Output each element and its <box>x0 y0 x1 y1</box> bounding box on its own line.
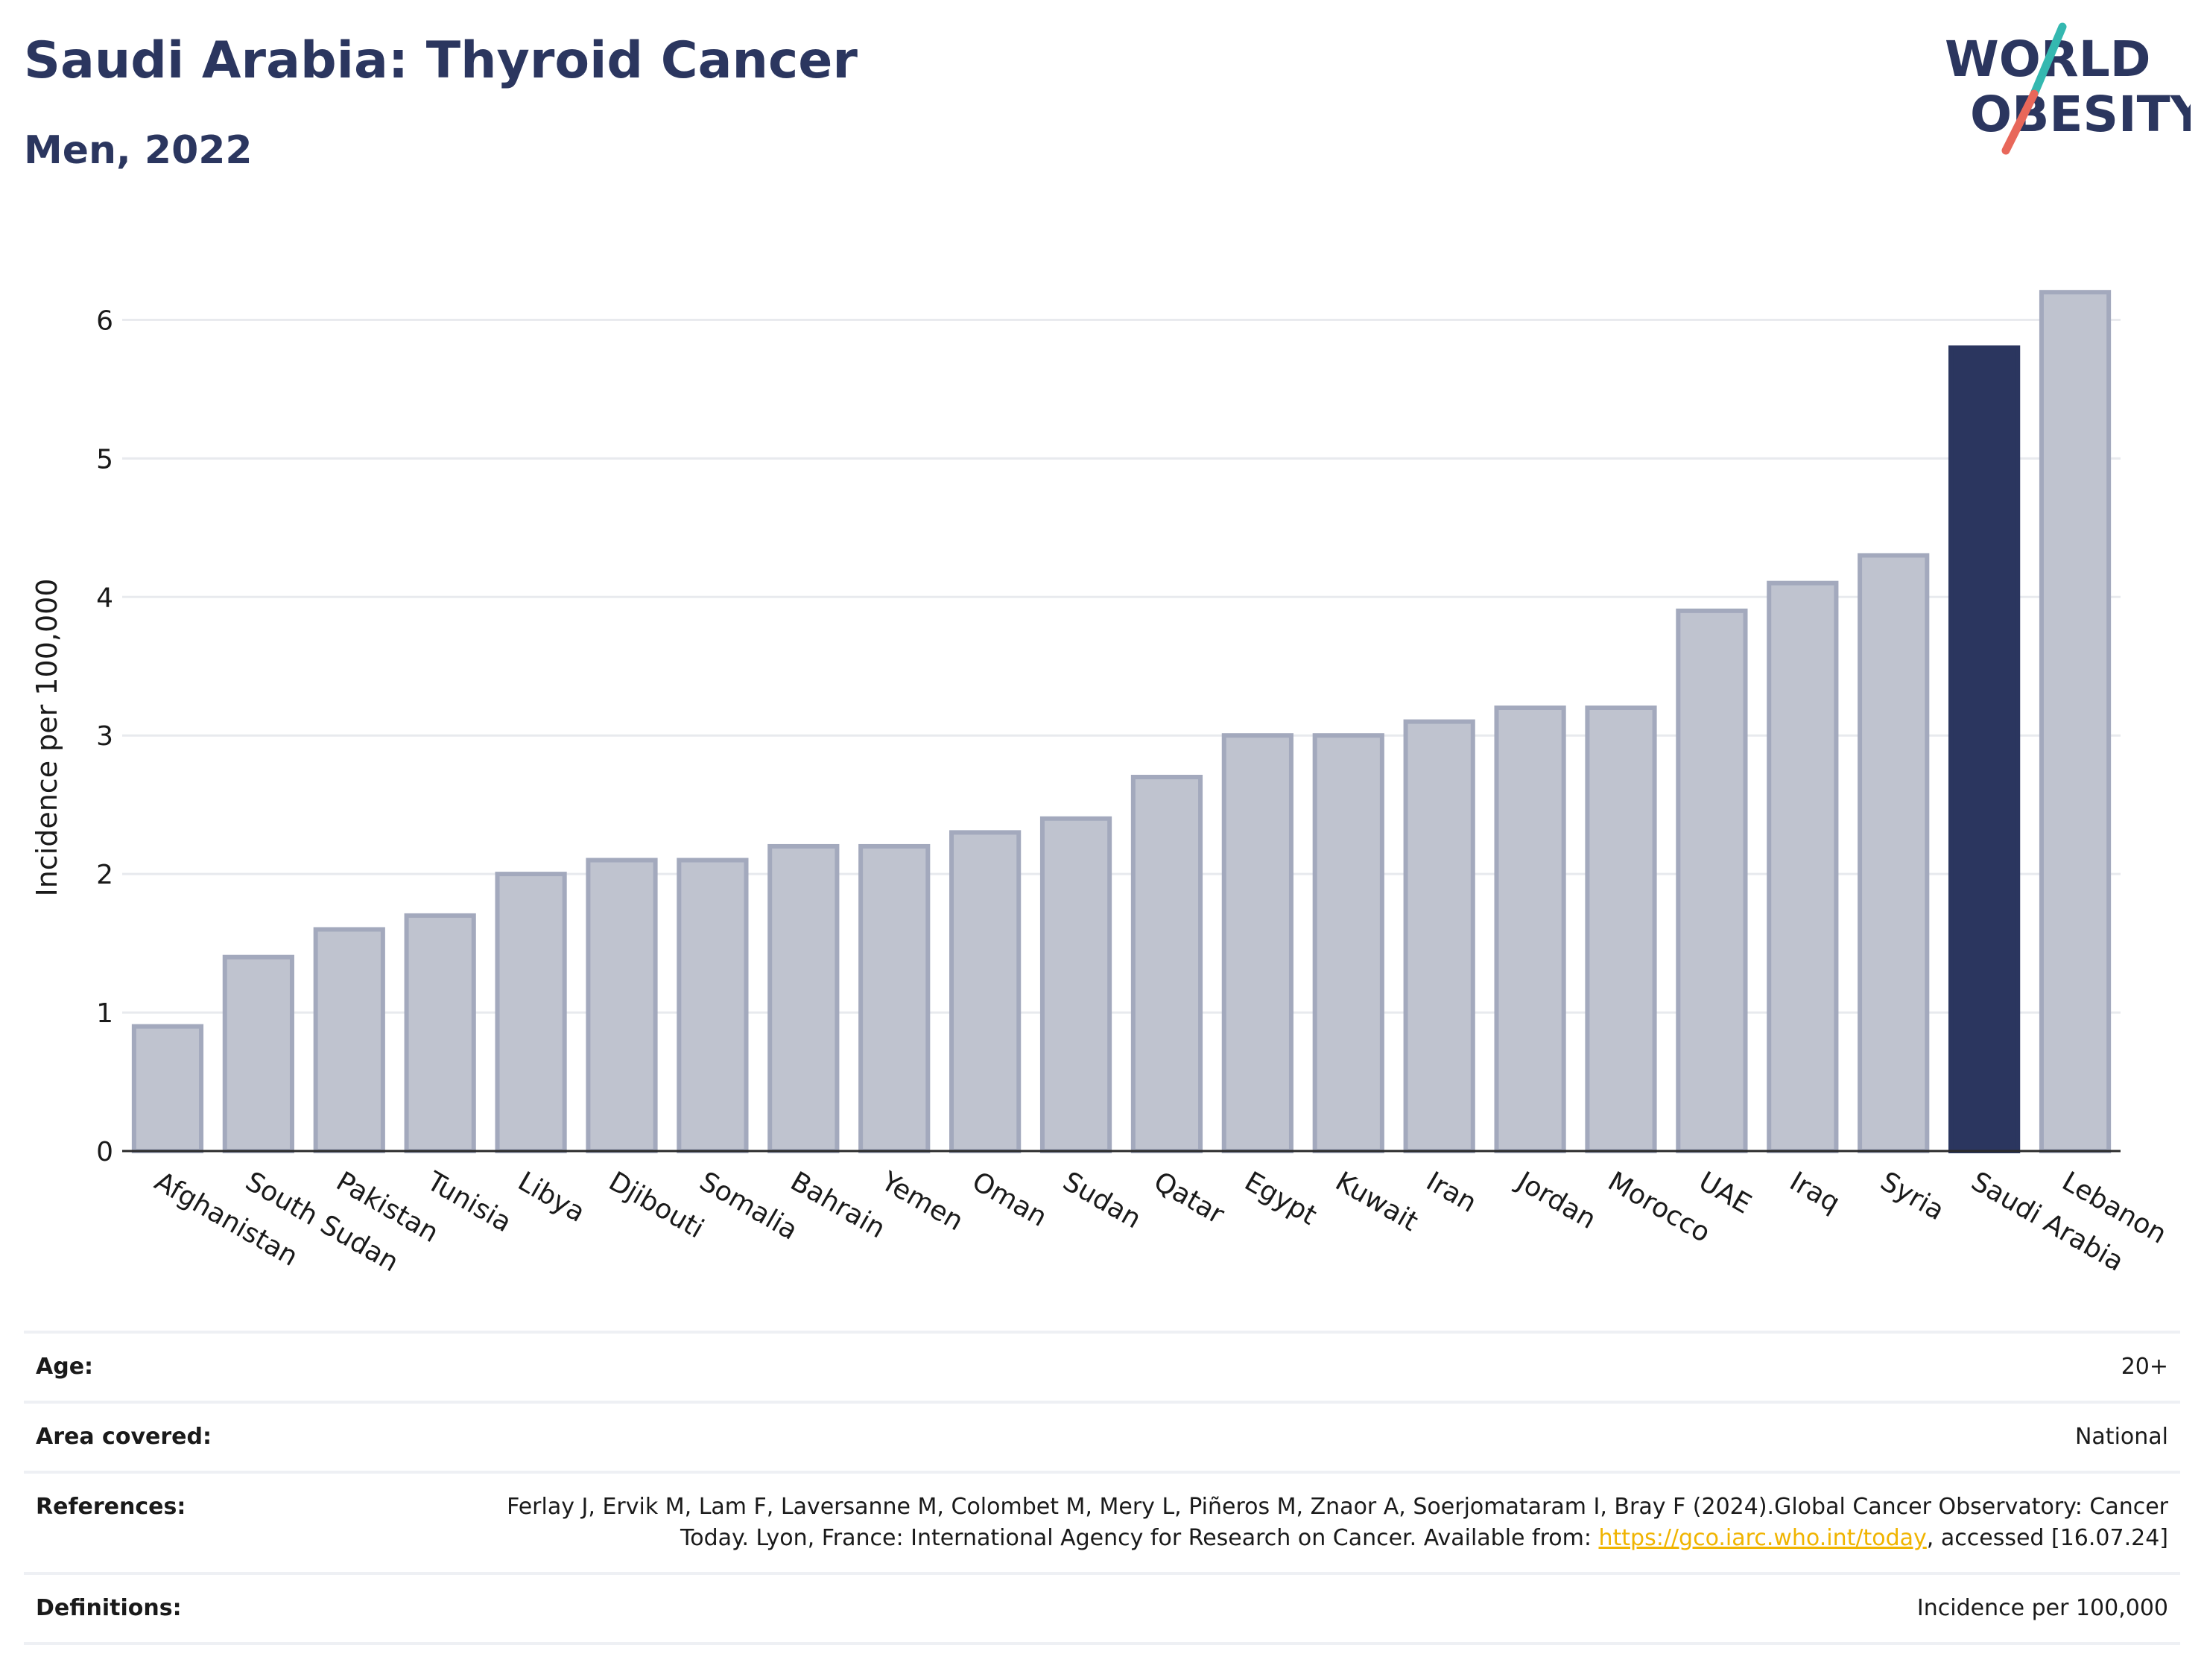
x-tick-label: Oman <box>967 1166 1052 1233</box>
bar-yemen <box>858 843 931 1153</box>
bar-bahrain <box>767 843 840 1153</box>
info-row-age: Age: 20+ <box>24 1331 2180 1402</box>
area-label: Area covered: <box>24 1401 435 1472</box>
bar-lebanon <box>2039 290 2112 1153</box>
info-row-references: References: Ferlay J, Ervik M, Lam F, La… <box>24 1471 2180 1573</box>
bar-egypt <box>1221 733 1293 1153</box>
page-title: Saudi Arabia: Thyroid Cancer <box>24 31 858 90</box>
bar-pakistan <box>313 927 385 1153</box>
y-axis-label: Incidence per 100,000 <box>31 578 63 896</box>
bar-syria <box>1858 553 1930 1153</box>
info-row-area: Area covered: National <box>24 1401 2180 1472</box>
x-tick-label: Iraq <box>1785 1166 1845 1219</box>
bar-saudi-arabia <box>1948 345 2021 1153</box>
x-tick-label: Somalia <box>694 1166 802 1246</box>
bar-oman <box>949 830 1022 1153</box>
bar-south-sudan <box>222 954 294 1153</box>
x-tick-label: Saudi Arabia <box>1966 1166 2129 1278</box>
x-tick-label: Morocco <box>1603 1166 1715 1249</box>
y-tick-label: 1 <box>96 998 113 1029</box>
bar-iran <box>1403 719 1475 1153</box>
y-tick-label: 5 <box>96 444 113 475</box>
bars <box>131 290 2112 1153</box>
bar-uae <box>1676 608 1748 1153</box>
references-value: Ferlay J, Ervik M, Lam F, Laversanne M, … <box>435 1471 2180 1573</box>
logo-slash-red <box>2001 89 2039 155</box>
y-tick-label: 0 <box>96 1137 113 1167</box>
bar-tunisia <box>404 913 476 1153</box>
y-tick-label: 6 <box>96 305 113 336</box>
age-label: Age: <box>24 1331 435 1402</box>
x-tick-label: Kuwait <box>1330 1166 1423 1237</box>
x-tick-label: Yemen <box>875 1166 969 1237</box>
world-obesity-logo: WORLD OBESITY <box>1945 22 2191 155</box>
info-row-definitions: Definitions: Incidence per 100,000 <box>24 1572 2180 1645</box>
references-link[interactable]: https://gco.iarc.who.int/today <box>1598 1525 1927 1551</box>
bar-sudan <box>1039 816 1112 1153</box>
x-tick-label: Qatar <box>1148 1166 1229 1230</box>
x-tick-label: Jordan <box>1510 1165 1600 1235</box>
references-label: References: <box>24 1471 435 1573</box>
area-value: National <box>435 1401 2180 1472</box>
bar-djibouti <box>586 858 658 1153</box>
bar-qatar <box>1130 774 1203 1153</box>
bar-iraq <box>1767 580 1839 1153</box>
x-tick-label: Sudan <box>1058 1166 1147 1234</box>
bar-kuwait <box>1312 733 1384 1153</box>
bar-libya <box>495 872 567 1153</box>
x-tick-label: Iran <box>1421 1166 1481 1219</box>
references-accessed: , accessed [16.07.24] <box>1926 1525 2168 1551</box>
y-tick-label: 3 <box>96 721 113 752</box>
x-tick-label: Bahrain <box>785 1166 890 1244</box>
y-tick-label: 2 <box>96 860 113 890</box>
logo-slash-teal <box>2030 22 2067 98</box>
x-tick-label: Djibouti <box>604 1166 709 1244</box>
y-tick-labels: 0 1 2 3 4 5 6 <box>96 305 113 1167</box>
bar-somalia <box>677 858 749 1153</box>
logo-text-obesity: OBESITY <box>1970 86 2191 143</box>
bar-jordan <box>1494 706 1566 1153</box>
page-subtitle: Men, 2022 <box>24 128 253 173</box>
info-table: Age: 20+ Area covered: National Referenc… <box>24 1331 2180 1645</box>
definitions-value: Incidence per 100,000 <box>435 1572 2180 1645</box>
definitions-label: Definitions: <box>24 1572 435 1645</box>
x-tick-label: Syria <box>1875 1166 1949 1226</box>
y-tick-label: 4 <box>96 583 113 613</box>
bar-afghanistan <box>131 1024 204 1153</box>
age-value: 20+ <box>435 1331 2180 1402</box>
x-tick-label: Egypt <box>1239 1166 1321 1231</box>
x-tick-label: South Sudan <box>240 1166 403 1278</box>
bar-morocco <box>1585 706 1657 1153</box>
x-tick-label: Libya <box>513 1166 590 1229</box>
x-tick-label: UAE <box>1694 1166 1756 1220</box>
references-text: Ferlay J, Ervik M, Lam F, Laversanne M, … <box>507 1494 2168 1551</box>
